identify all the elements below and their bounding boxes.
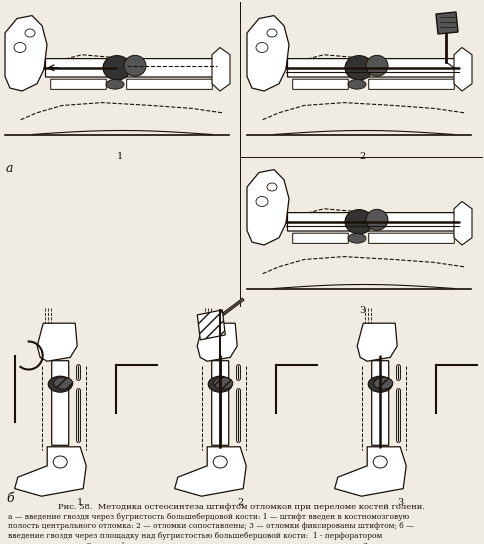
Text: Рис. 58.  Методика остеосинтеза штифтом отломков при переломе костей голени.: Рис. 58. Методика остеосинтеза штифтом о…: [59, 503, 425, 511]
FancyBboxPatch shape: [363, 213, 465, 231]
Ellipse shape: [345, 55, 373, 80]
Text: 1: 1: [77, 498, 83, 507]
FancyBboxPatch shape: [212, 361, 229, 381]
Text: б: б: [6, 492, 14, 505]
Ellipse shape: [366, 55, 388, 76]
Ellipse shape: [348, 79, 366, 89]
Ellipse shape: [368, 376, 392, 392]
Text: введение гвоздя через площадку над бугристостью большеберцовой кости:  1 - перфо: введение гвоздя через площадку над бугри…: [8, 532, 382, 540]
Text: 3: 3: [359, 306, 365, 315]
FancyBboxPatch shape: [212, 388, 229, 446]
FancyBboxPatch shape: [52, 388, 69, 446]
Text: а: а: [6, 162, 14, 175]
Text: 1: 1: [117, 152, 123, 161]
Text: 2: 2: [237, 498, 243, 507]
FancyBboxPatch shape: [372, 361, 389, 381]
Polygon shape: [436, 12, 458, 34]
Ellipse shape: [267, 183, 277, 191]
Ellipse shape: [106, 79, 124, 89]
Polygon shape: [454, 47, 472, 91]
Text: 3: 3: [397, 498, 403, 507]
FancyBboxPatch shape: [372, 388, 389, 446]
Polygon shape: [175, 447, 246, 496]
FancyBboxPatch shape: [51, 79, 106, 89]
FancyBboxPatch shape: [363, 59, 465, 77]
Ellipse shape: [53, 456, 67, 468]
Ellipse shape: [345, 209, 373, 234]
Polygon shape: [334, 447, 406, 496]
Ellipse shape: [213, 377, 233, 389]
Ellipse shape: [256, 42, 268, 53]
FancyBboxPatch shape: [293, 79, 348, 89]
Polygon shape: [5, 16, 47, 91]
Ellipse shape: [48, 376, 72, 392]
FancyBboxPatch shape: [52, 361, 69, 381]
Ellipse shape: [54, 377, 73, 389]
Polygon shape: [212, 47, 230, 91]
Polygon shape: [247, 170, 289, 245]
Ellipse shape: [213, 456, 227, 468]
Ellipse shape: [103, 55, 131, 80]
FancyBboxPatch shape: [293, 233, 348, 243]
Polygon shape: [454, 201, 472, 245]
Ellipse shape: [348, 233, 366, 243]
Ellipse shape: [124, 55, 146, 76]
Ellipse shape: [267, 29, 277, 37]
Ellipse shape: [373, 456, 387, 468]
Ellipse shape: [25, 29, 35, 37]
Text: наносят отверстие; 2 — штифт вводят в костномозговую полость центрального отломк: наносят отверстие; 2 — штифт вводят в ко…: [8, 541, 392, 544]
Polygon shape: [197, 310, 225, 340]
Text: 2: 2: [359, 152, 365, 161]
Ellipse shape: [374, 377, 393, 389]
Polygon shape: [15, 447, 86, 496]
FancyBboxPatch shape: [45, 59, 111, 77]
FancyBboxPatch shape: [121, 59, 223, 77]
FancyBboxPatch shape: [287, 213, 353, 231]
Text: а — введение гвоздя через бугристость большеберцовой кости: 1 — штифт введен в к: а — введение гвоздя через бугристость бо…: [8, 513, 409, 521]
Ellipse shape: [366, 209, 388, 230]
FancyBboxPatch shape: [127, 79, 212, 89]
Ellipse shape: [14, 42, 26, 53]
Ellipse shape: [208, 376, 232, 392]
FancyBboxPatch shape: [369, 79, 454, 89]
Polygon shape: [247, 16, 289, 91]
Polygon shape: [37, 323, 77, 361]
Ellipse shape: [256, 196, 268, 207]
Text: полость центрального отломка: 2 — отломки сопоставлены; 3 — отломки фиксированы : полость центрального отломка: 2 — отломк…: [8, 522, 414, 530]
Polygon shape: [357, 323, 397, 361]
Polygon shape: [197, 323, 237, 361]
FancyBboxPatch shape: [369, 233, 454, 243]
FancyBboxPatch shape: [287, 59, 353, 77]
